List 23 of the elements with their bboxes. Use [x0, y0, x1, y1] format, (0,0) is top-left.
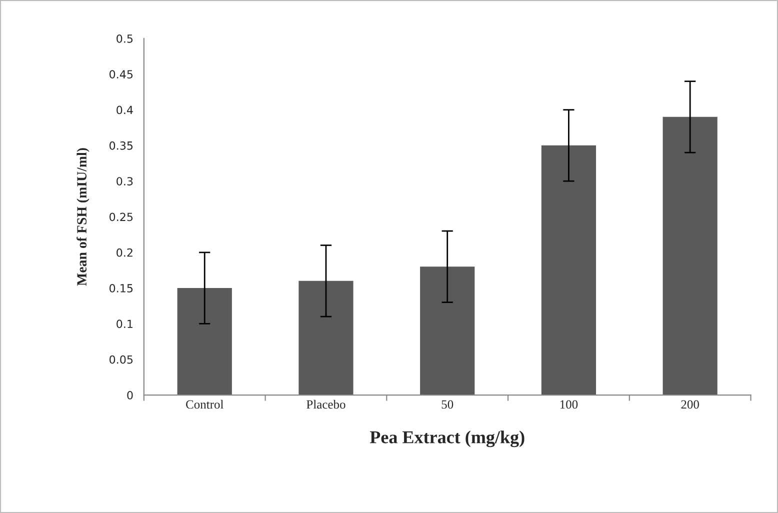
x-tick-label: Placebo: [306, 400, 346, 409]
y-tick-label: 0.05: [110, 355, 133, 364]
y-tick-label: 0.25: [110, 212, 133, 222]
y-axis-title: Mean of FSH (mIU/ml): [76, 148, 90, 286]
bar: [177, 288, 232, 396]
y-tick-label: 0.1: [116, 320, 132, 328]
bar: [662, 116, 718, 396]
y-tick-label: 0.4: [116, 106, 133, 114]
y-tick-label: 0.2: [116, 248, 132, 257]
x-tick-label: 50: [442, 400, 454, 409]
y-tick-label: 0.15: [110, 284, 133, 292]
x-tick-label: 100: [560, 400, 578, 409]
bar: [298, 280, 354, 396]
x-tick-label: 200: [681, 400, 699, 409]
y-tick-label: 0: [127, 390, 133, 400]
y-tick-label: 0.45: [110, 70, 133, 79]
bar: [420, 266, 475, 396]
y-tick-label: 0.35: [110, 141, 133, 150]
y-tick-label: 0.5: [116, 34, 133, 43]
bar: [541, 145, 596, 396]
y-tick-label: 0.3: [116, 177, 133, 186]
x-tick-label: Control: [186, 400, 224, 409]
x-axis-title: Pea Extract (mg/kg): [370, 430, 524, 448]
